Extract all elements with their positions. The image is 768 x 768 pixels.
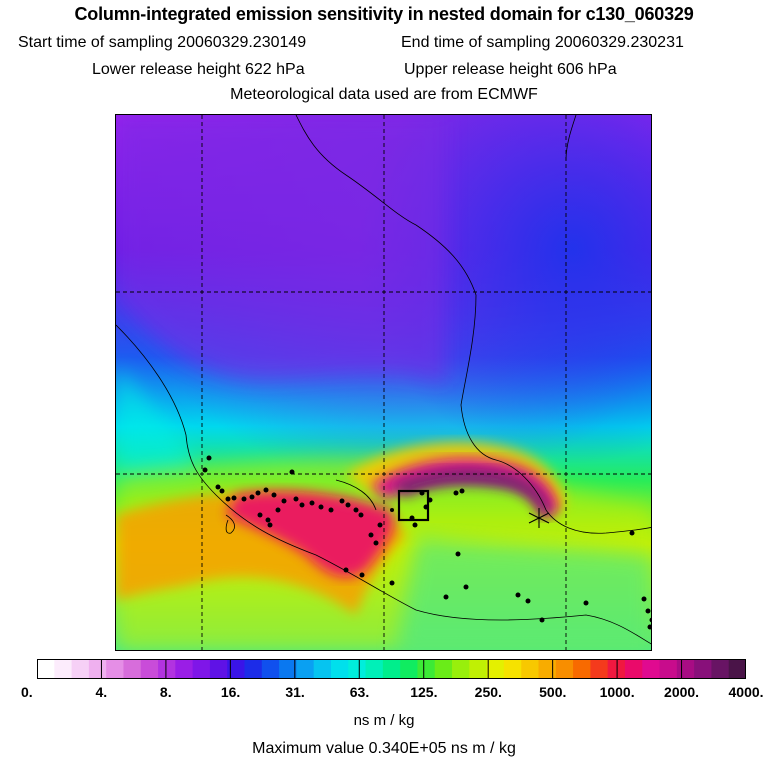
island-outline <box>225 514 236 534</box>
colorbar-swatch <box>313 659 332 679</box>
colorbar-tick-label: 125. <box>410 684 438 700</box>
colorbar-swatch <box>175 659 194 679</box>
field-west-purple <box>116 115 446 385</box>
border-north <box>565 115 577 161</box>
pacific-coast <box>116 324 651 645</box>
lower-release-label: Lower release height 622 hPa <box>92 61 305 78</box>
colorbar-swatch <box>573 659 591 679</box>
colorbar-swatch <box>88 659 107 679</box>
plume-arc-yellow <box>346 442 566 515</box>
colorbar-swatch <box>365 659 384 679</box>
colorbar-swatch <box>555 659 574 679</box>
colorbar-swatches <box>37 659 746 679</box>
lake-outline <box>335 479 377 511</box>
met-data-label: Meteorological data used are from ECMWF <box>230 86 538 103</box>
colorbar <box>37 659 746 679</box>
colorbar-swatch <box>503 659 522 679</box>
colorbar-swatch <box>37 659 55 679</box>
colorbar-swatch <box>296 659 315 679</box>
colorbar-swatch <box>244 659 263 679</box>
colorbar-swatch <box>417 659 436 679</box>
max-value-label: Maximum value 0.340E+05 ns m / kg <box>252 740 516 757</box>
gulf-coast <box>295 115 547 511</box>
yucatan-coast <box>545 509 651 534</box>
graticule <box>116 115 651 650</box>
end-sampling-label: End time of sampling 20060329.230231 <box>401 34 684 51</box>
colorbar-swatch <box>728 659 746 679</box>
colorbar-swatch <box>140 659 159 679</box>
colorbar-swatch <box>158 659 176 679</box>
colorbar-tick-label: 2000. <box>664 684 700 700</box>
colorbar-swatch <box>261 659 280 679</box>
colorbar-swatch <box>469 659 488 679</box>
colorbar-swatch <box>330 659 349 679</box>
colorbar-swatch <box>279 659 297 679</box>
colorbar-swatch <box>711 659 730 679</box>
map-canvas <box>116 115 651 650</box>
colorbar-swatch <box>400 659 419 679</box>
colorbar-swatch <box>659 659 678 679</box>
colorbar-swatch <box>71 659 90 679</box>
colorbar-swatch <box>54 659 73 679</box>
coastlines <box>116 115 651 645</box>
colorbar-swatch <box>227 659 246 679</box>
colorbar-swatch <box>590 659 609 679</box>
colorbar-swatch <box>624 659 643 679</box>
colorbar-tick-label: 4. <box>95 684 108 700</box>
colorbar-swatch <box>642 659 661 679</box>
plume-arc-magenta <box>371 458 559 517</box>
colorbar-tick-label: 63. <box>349 684 370 700</box>
colorbar-swatch <box>452 659 470 679</box>
start-sampling-label: Start time of sampling 20060329.230149 <box>18 34 307 51</box>
colorbar-tick-label: 8. <box>159 684 172 700</box>
map-title: Column-integrated emission sensitivity i… <box>74 4 694 24</box>
colorbar-swatch <box>348 659 367 679</box>
colorbar-swatch <box>538 659 557 679</box>
field-cyan-west <box>116 365 196 485</box>
colorbar-swatch <box>209 659 228 679</box>
colorbar-tick-label: 250. <box>474 684 502 700</box>
colorbar-swatch <box>486 659 505 679</box>
colorbar-tick-label: 16. <box>220 684 241 700</box>
plume-magenta-west <box>226 491 395 578</box>
plume-arc-core <box>391 468 552 518</box>
colorbar-swatch <box>106 659 125 679</box>
colorbar-tick-label: 500. <box>539 684 567 700</box>
station-dots <box>202 455 651 630</box>
colorbar-tick-label: 1000. <box>599 684 635 700</box>
colorbar-border <box>37 659 746 679</box>
sensitivity-map <box>115 114 652 651</box>
colorbar-swatch <box>694 659 713 679</box>
colorbar-tick-label: 0. <box>21 684 33 700</box>
upper-release-label: Upper release height 606 hPa <box>404 61 617 78</box>
field-green-southeast <box>396 535 651 650</box>
colorbar-swatch <box>434 659 453 679</box>
colorbar-swatch <box>382 659 401 679</box>
colorbar-swatch <box>192 659 211 679</box>
colorbar-major-ticks <box>100 659 683 679</box>
colorbar-tick-label: 4000. <box>728 684 764 700</box>
colorbar-swatch <box>676 659 695 679</box>
colorbar-tick-label: 31. <box>285 684 305 700</box>
colorbar-swatch <box>521 659 540 679</box>
colorbar-units: ns m / kg <box>353 712 415 729</box>
release-marker <box>528 508 550 528</box>
colorbar-swatch <box>123 659 142 679</box>
